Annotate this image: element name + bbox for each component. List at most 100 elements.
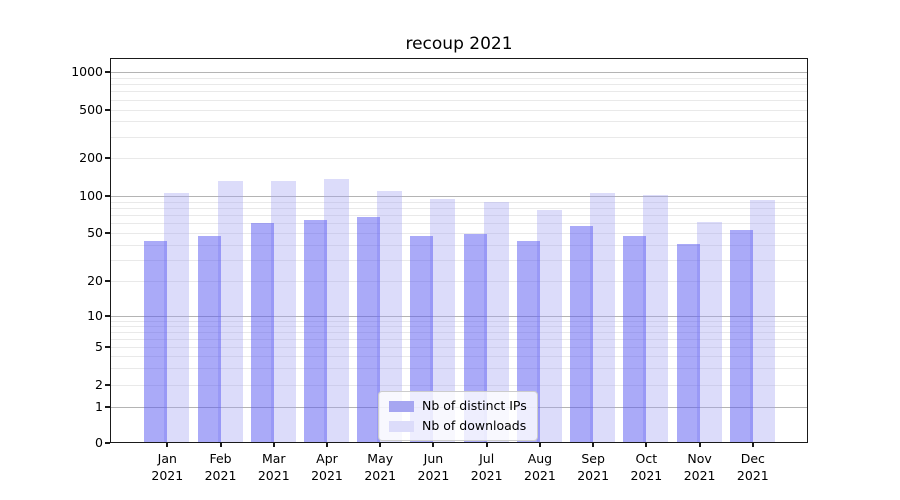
gridline-minor-200 bbox=[111, 158, 807, 159]
y-tick-mark-100 bbox=[105, 195, 110, 197]
bar-downloads-apr bbox=[323, 179, 349, 442]
x-tick-label-feb: Feb 2021 bbox=[204, 451, 237, 483]
y-tick-mark-2 bbox=[105, 383, 110, 386]
bar-downloads-nov bbox=[696, 222, 722, 442]
y-tick-label-100: 100 bbox=[79, 188, 103, 203]
gridline-minor-400 bbox=[111, 121, 807, 123]
x-tick-mark-dec bbox=[751, 443, 754, 447]
gridline-minor-60 bbox=[111, 223, 807, 225]
gridline-minor-8 bbox=[111, 325, 807, 327]
legend-swatch-distinct-ips bbox=[389, 400, 414, 412]
y-tick-label-2: 2 bbox=[95, 376, 103, 392]
bar-downloads-feb bbox=[217, 181, 243, 442]
legend: Nb of distinct IPs Nb of downloads bbox=[378, 391, 538, 441]
legend-item-downloads: Nb of downloads bbox=[389, 419, 527, 433]
y-tick-mark-500 bbox=[105, 108, 110, 111]
gridline-minor-40 bbox=[111, 244, 807, 246]
x-tick-label-jul: Jul 2021 bbox=[470, 451, 503, 483]
y-tick-mark-1 bbox=[105, 406, 110, 408]
gridline-minor-9 bbox=[111, 320, 807, 322]
gridline-minor-800 bbox=[111, 84, 807, 86]
gridline-minor-20 bbox=[111, 281, 807, 282]
gridline-minor-4 bbox=[111, 356, 807, 358]
bar-distinct-ips-sep bbox=[570, 225, 594, 442]
x-tick-label-oct: Oct 2021 bbox=[630, 451, 663, 483]
bar-distinct-ips-apr bbox=[303, 219, 327, 442]
gridline-minor-600 bbox=[111, 99, 807, 101]
gridline-minor-80 bbox=[111, 207, 807, 209]
y-tick-label-200: 200 bbox=[79, 150, 103, 165]
chart-title: recoup 2021 bbox=[405, 34, 513, 54]
gridline-minor-50 bbox=[111, 233, 807, 234]
x-tick-mark-sep bbox=[592, 443, 595, 447]
y-tick-mark-5 bbox=[105, 346, 110, 348]
legend-swatch-downloads bbox=[389, 420, 414, 432]
y-tick-label-10: 10 bbox=[87, 308, 103, 323]
gridline-major-1000 bbox=[111, 72, 807, 73]
gridline-minor-90 bbox=[111, 201, 807, 203]
x-tick-mark-jul bbox=[485, 443, 488, 447]
bar-distinct-ips-feb bbox=[197, 236, 221, 442]
gridline-major-100 bbox=[111, 196, 807, 197]
bar-downloads-sep bbox=[590, 192, 616, 442]
x-tick-label-may: May 2021 bbox=[364, 451, 397, 483]
gridline-minor-70 bbox=[111, 215, 807, 217]
x-tick-label-mar: Mar 2021 bbox=[257, 451, 290, 483]
x-tick-label-jan: Jan 2021 bbox=[151, 451, 184, 483]
y-tick-label-1000: 1000 bbox=[71, 64, 103, 79]
bar-distinct-ips-may bbox=[357, 217, 381, 442]
y-tick-label-500: 500 bbox=[79, 101, 103, 117]
bar-distinct-ips-jul bbox=[463, 234, 487, 442]
x-tick-mark-jun bbox=[432, 443, 435, 447]
y-tick-mark-50 bbox=[105, 232, 110, 234]
y-tick-mark-200 bbox=[105, 157, 110, 159]
x-tick-mark-mar bbox=[272, 443, 275, 447]
gridline-minor-900 bbox=[111, 77, 807, 79]
bar-distinct-ips-nov bbox=[676, 243, 700, 442]
legend-label-distinct-ips: Nb of distinct IPs bbox=[422, 398, 527, 413]
y-tick-label-0: 0 bbox=[95, 435, 103, 450]
bar-distinct-ips-jun bbox=[410, 236, 434, 442]
bar-downloads-mar bbox=[270, 181, 296, 442]
x-tick-label-jun: Jun 2021 bbox=[417, 451, 450, 483]
x-tick-label-apr: Apr 2021 bbox=[311, 451, 343, 483]
y-tick-label-50: 50 bbox=[87, 225, 103, 240]
x-tick-mark-aug bbox=[538, 443, 541, 447]
gridline-minor-6 bbox=[111, 338, 807, 340]
plot-area bbox=[110, 58, 808, 443]
gridline-minor-30 bbox=[111, 259, 807, 261]
bar-distinct-ips-jan bbox=[144, 241, 168, 442]
bar-downloads-jan bbox=[164, 193, 190, 442]
bar-distinct-ips-oct bbox=[623, 236, 647, 442]
gridline-minor-3 bbox=[111, 367, 807, 369]
gridline-major-10 bbox=[111, 316, 807, 317]
legend-item-distinct-ips: Nb of distinct IPs bbox=[389, 399, 527, 413]
bar-downloads-oct bbox=[643, 195, 669, 442]
bar-downloads-dec bbox=[749, 200, 775, 442]
gridline-minor-300 bbox=[111, 136, 807, 138]
y-tick-mark-1000 bbox=[105, 71, 110, 73]
x-tick-mark-jan bbox=[166, 443, 169, 447]
y-tick-label-20: 20 bbox=[87, 273, 103, 288]
y-tick-mark-10 bbox=[105, 315, 110, 317]
x-tick-mark-feb bbox=[219, 443, 222, 447]
y-tick-mark-20 bbox=[105, 280, 110, 282]
x-tick-mark-nov bbox=[698, 443, 701, 447]
gridline-minor-500 bbox=[111, 109, 807, 111]
x-tick-label-dec: Dec 2021 bbox=[736, 451, 769, 483]
x-tick-mark-may bbox=[379, 443, 382, 447]
x-tick-mark-apr bbox=[325, 443, 328, 447]
bar-distinct-ips-dec bbox=[729, 229, 753, 442]
y-tick-mark-0 bbox=[105, 442, 110, 444]
bar-downloads-aug bbox=[536, 209, 562, 442]
x-tick-label-aug: Aug 2021 bbox=[524, 451, 556, 483]
x-tick-label-nov: Nov 2021 bbox=[683, 451, 716, 483]
y-tick-label-5: 5 bbox=[95, 339, 103, 354]
gridline-minor-5 bbox=[111, 347, 807, 348]
gridline-minor-2 bbox=[111, 384, 807, 386]
bar-distinct-ips-mar bbox=[250, 223, 274, 442]
x-tick-label-sep: Sep 2021 bbox=[577, 451, 610, 483]
gridline-minor-7 bbox=[111, 331, 807, 333]
y-tick-label-1: 1 bbox=[95, 399, 103, 414]
